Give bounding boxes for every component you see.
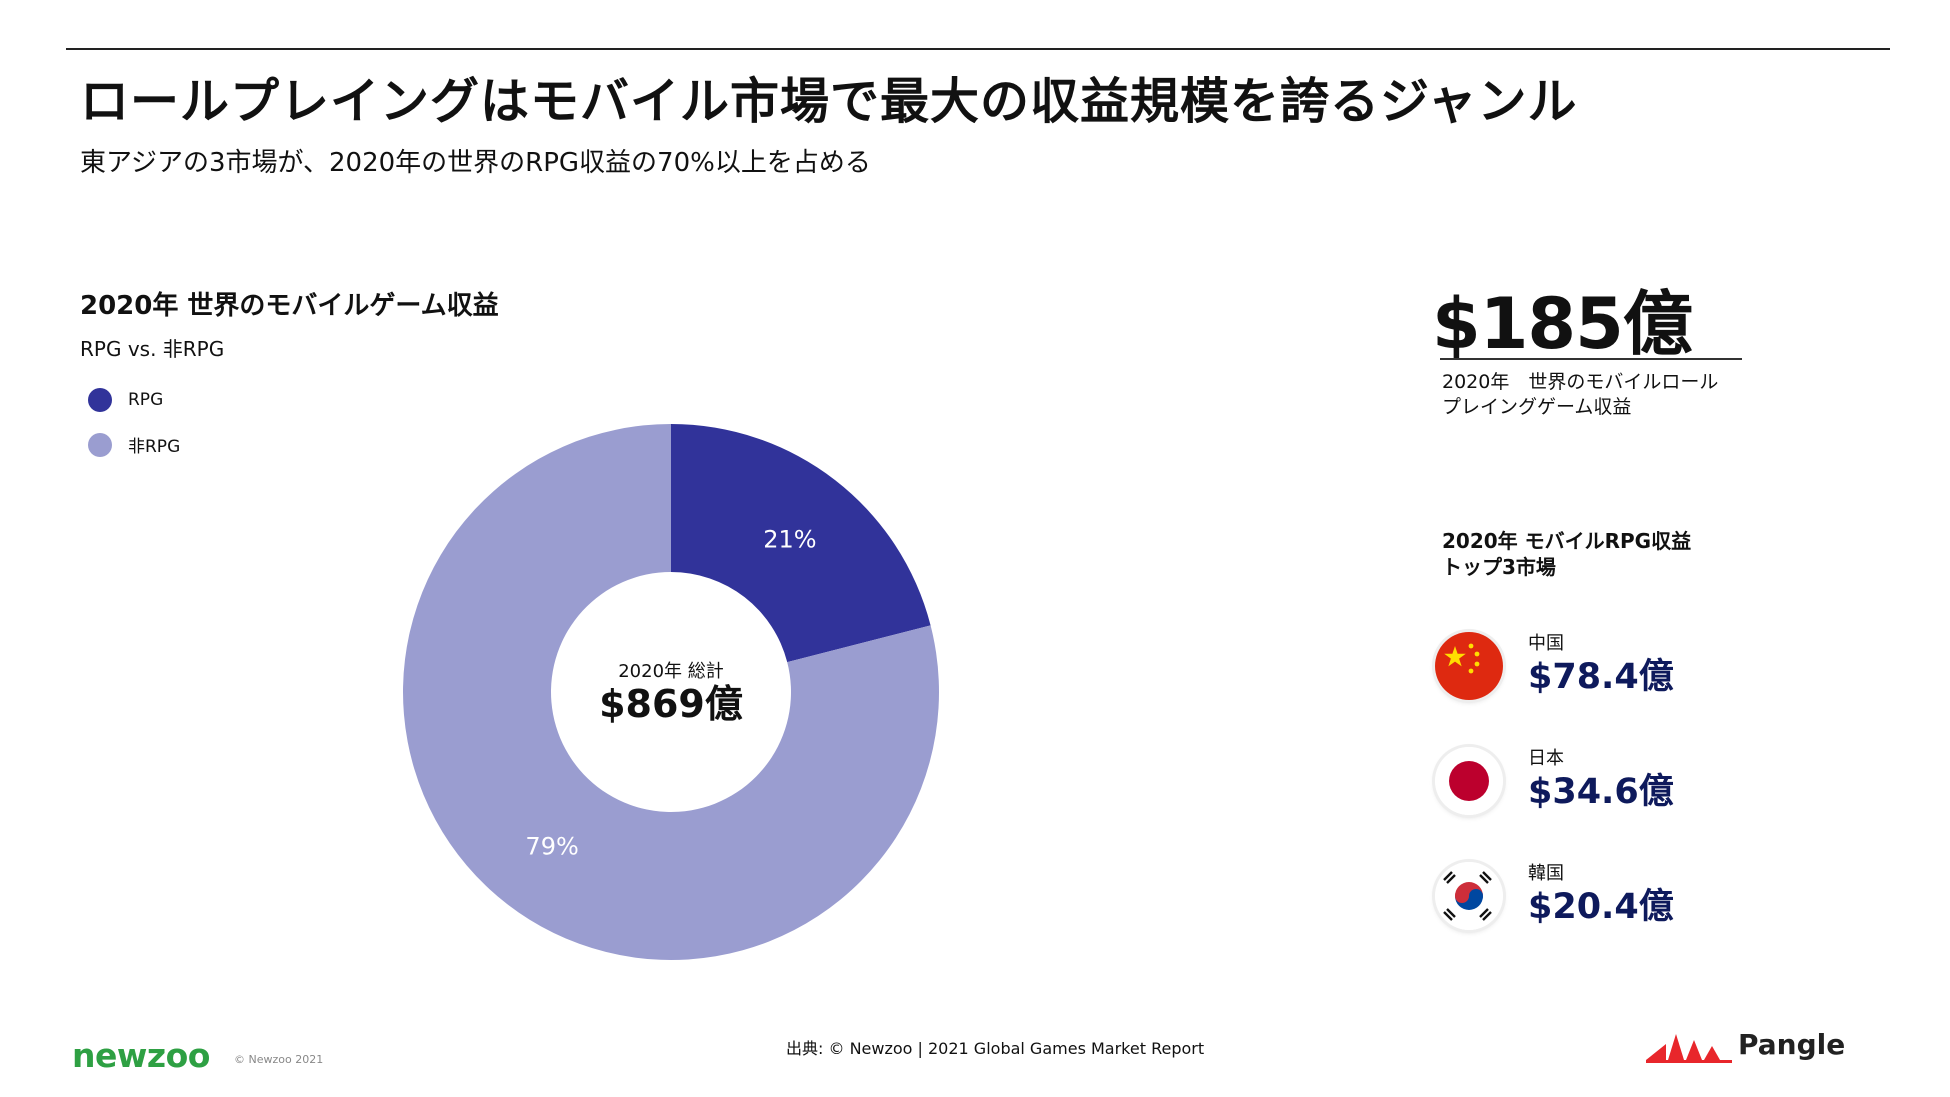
donut-slice-non-rpg (402, 424, 939, 961)
market-item-japan: 日本 $34.6億 (1435, 747, 1674, 815)
market-item-china: 中国 $78.4億 (1435, 632, 1674, 700)
center-total-value: $869億 (599, 682, 743, 726)
legend-item-rpg: RPG (88, 388, 163, 412)
donut-slice-rpg (671, 424, 931, 663)
market-value: $34.6億 (1528, 772, 1674, 812)
pangle-logo-mark-icon (1646, 1034, 1732, 1063)
page-title: ロールプレイングはモバイル市場で最大の収益規模を誇るジャンル (80, 73, 1578, 130)
japan-flag-icon (1435, 747, 1503, 815)
market-value: $20.4億 (1528, 887, 1674, 927)
market-item-korea: 韓国 $20.4億 (1435, 862, 1674, 930)
legend-swatch-rpg (88, 388, 112, 412)
center-label: 2020年 総計 (618, 661, 724, 682)
top-markets-title-line: トップ3市場 (1442, 555, 1556, 579)
newzoo-logo: newzoo (72, 1036, 210, 1075)
legend-swatch-non-rpg (88, 432, 112, 457)
slice-label-non-rpg: 79% (525, 832, 578, 860)
market-value: $78.4億 (1528, 657, 1674, 697)
newzoo-copyright: © Newzoo 2021 (234, 1053, 324, 1066)
slice-label-rpg: 21% (763, 526, 816, 554)
source-citation: 出典: © Newzoo | 2021 Global Games Market … (786, 1039, 1205, 1058)
market-name: 中国 (1528, 633, 1564, 654)
page-subtitle: 東アジアの3市場が、2020年の世界のRPG収益の70%以上を占める (80, 148, 871, 178)
stat-caption-line: 2020年 世界のモバイルロール (1442, 371, 1719, 393)
stat-divider (1440, 358, 1742, 360)
rpg-revenue-stat: $185億 (1432, 283, 1693, 365)
legend-item-non-rpg: 非RPG (88, 432, 180, 457)
stat-caption: 2020年 世界のモバイルロール プレイングゲーム収益 (1442, 370, 1772, 420)
stat-caption-line: プレイングゲーム収益 (1442, 396, 1632, 418)
top-markets-title: 2020年 モバイルRPG収益 トップ3市場 (1442, 528, 1772, 580)
china-flag-icon (1435, 632, 1503, 700)
legend-label-non-rpg: 非RPG (128, 437, 181, 457)
legend-label-rpg: RPG (128, 390, 164, 410)
donut-chart: 21% 79% 2020年 総計 $869億 (402, 424, 939, 961)
chart-subtitle: RPG vs. 非RPG (80, 337, 225, 361)
market-name: 日本 (1528, 748, 1564, 769)
top-markets-title-line: 2020年 モバイルRPG収益 (1442, 529, 1692, 553)
chart-title: 2020年 世界のモバイルゲーム収益 (80, 291, 499, 321)
top-divider (66, 48, 1890, 50)
pangle-logo: Pangle (1738, 1028, 1846, 1061)
market-name: 韓国 (1528, 863, 1564, 884)
korea-flag-icon (1435, 862, 1503, 930)
